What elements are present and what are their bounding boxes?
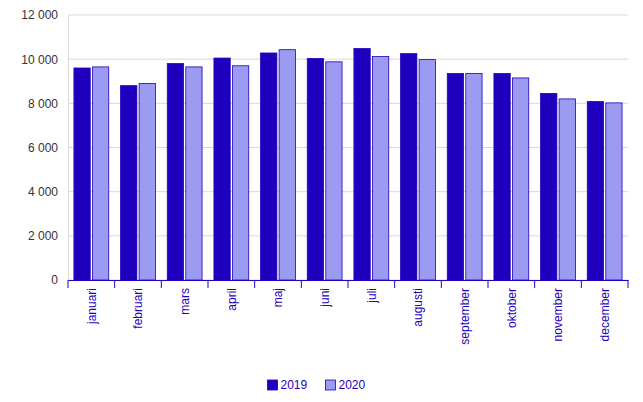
- legend-swatch: [326, 380, 336, 390]
- x-tick-label: september: [458, 288, 472, 345]
- y-tick-label: 0: [51, 273, 58, 287]
- bars: [74, 49, 622, 280]
- category-separator: [301, 280, 302, 288]
- bar-series: [92, 50, 622, 280]
- category-separator: [394, 280, 395, 288]
- x-tick-label: mars: [178, 288, 192, 315]
- x-tick-label: november: [551, 288, 565, 341]
- category-separator: [208, 280, 209, 288]
- y-tick-label: 8 000: [28, 97, 58, 111]
- x-tick: november: [551, 280, 565, 341]
- bar: [92, 67, 108, 280]
- bar: [559, 99, 575, 280]
- x-tick: augusti: [411, 280, 425, 327]
- bar: [401, 54, 417, 280]
- bar: [139, 83, 155, 280]
- x-tick-label: maj: [271, 288, 285, 307]
- bar: [261, 53, 277, 280]
- category-separator: [441, 280, 442, 288]
- x-tick: december: [598, 280, 612, 341]
- x-tick-label: december: [598, 288, 612, 341]
- x-tick: juli: [365, 280, 379, 304]
- legend-item: 2020: [326, 378, 366, 392]
- y-tick: 10 000: [21, 53, 68, 67]
- x-tick-label: augusti: [411, 288, 425, 327]
- bar: [167, 64, 183, 280]
- x-tick: september: [458, 280, 472, 345]
- x-tick: januari: [85, 280, 99, 325]
- category-separators: [68, 280, 628, 288]
- x-tick: mars: [178, 280, 192, 315]
- y-tick-label: 12 000: [21, 8, 58, 22]
- category-separator: [68, 280, 69, 288]
- legend-item: 2019: [268, 378, 308, 392]
- x-tick-label: april: [225, 288, 239, 311]
- bar: [372, 57, 388, 280]
- x-tick-label: februari: [131, 288, 145, 329]
- legend-swatch: [268, 380, 278, 390]
- bar: [419, 60, 435, 280]
- bar: [541, 93, 557, 280]
- bar: [307, 59, 323, 280]
- x-tick: april: [225, 280, 239, 311]
- bar: [512, 78, 528, 280]
- x-axis: januari februari mars april maj juni juli augus…: [68, 280, 629, 345]
- category-separator: [348, 280, 349, 288]
- bar: [121, 86, 137, 280]
- y-tick: 4 000: [28, 185, 68, 199]
- y-tick: 12 000: [21, 8, 68, 22]
- category-separator: [488, 280, 489, 288]
- plot: 0 2 000 4 000 6 000 8 000 10 000 12 000 januari…: [21, 8, 628, 344]
- bar: [494, 74, 510, 280]
- bar: [279, 50, 295, 280]
- legend: 2019 2020: [268, 378, 366, 392]
- x-tick: maj: [271, 280, 285, 307]
- y-tick-label: 4 000: [28, 185, 58, 199]
- bar: [354, 49, 370, 280]
- bar: [186, 67, 202, 280]
- bar: [587, 102, 603, 280]
- y-axis: 0 2 000 4 000 6 000 8 000 10 000 12 000: [21, 8, 68, 287]
- bar: [326, 62, 342, 280]
- bar: [447, 74, 463, 280]
- bar: [214, 58, 230, 280]
- y-axis-line: [68, 16, 69, 281]
- y-tick: 0: [51, 273, 68, 287]
- y-tick: 2 000: [28, 229, 68, 243]
- grid-line: [68, 15, 628, 16]
- bar: [466, 74, 482, 280]
- x-tick-label: juni: [318, 288, 332, 308]
- category-separator: [161, 280, 162, 288]
- legend-label: 2019: [281, 378, 308, 392]
- chart: 0 2 000 4 000 6 000 8 000 10 000 12 000 januari…: [0, 0, 643, 402]
- x-tick-label: juli: [365, 288, 379, 304]
- grid-line: [68, 59, 628, 60]
- x-tick: juni: [318, 280, 332, 308]
- category-separator: [581, 280, 582, 288]
- category-separator: [534, 280, 535, 288]
- bar-series: [74, 49, 604, 280]
- bar: [606, 103, 622, 280]
- y-tick-label: 6 000: [28, 141, 58, 155]
- x-tick-label: oktober: [505, 288, 519, 328]
- legend-label: 2020: [339, 378, 366, 392]
- y-tick-label: 10 000: [21, 53, 58, 67]
- y-tick: 6 000: [28, 141, 68, 155]
- grid: [68, 15, 628, 280]
- category-separator: [114, 280, 115, 288]
- y-tick-label: 2 000: [28, 229, 58, 243]
- category-separator: [628, 280, 629, 288]
- x-tick-label: januari: [85, 288, 99, 325]
- bar: [74, 68, 90, 280]
- x-tick: februari: [131, 280, 145, 329]
- category-separator: [254, 280, 255, 288]
- y-tick: 8 000: [28, 97, 68, 111]
- x-tick: oktober: [505, 280, 519, 328]
- bar: [232, 66, 248, 280]
